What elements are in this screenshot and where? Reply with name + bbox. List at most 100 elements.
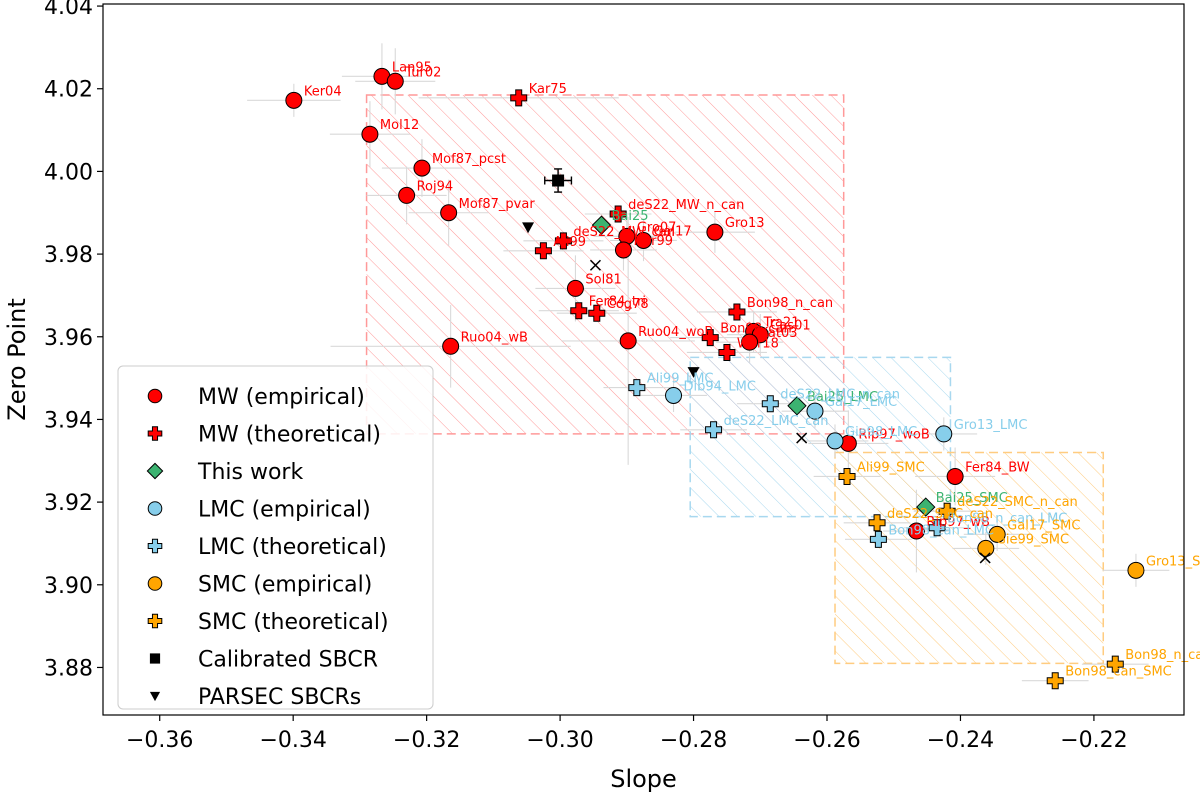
point-label-des22-smc-n-can: deS22_SMC_n_can [957,495,1078,510]
point-mw-theoretical-des22-mw-can [554,232,572,250]
point-label-ali99-smc: Ali99_SMC [857,460,925,475]
point-mw-empirical-fer84-bw [946,467,964,485]
legend-marker-mw-empirical [147,388,163,404]
point-mw-empirical-ker04 [285,91,303,109]
point-label-gie98-lmc: Gie98_LMC [845,425,917,440]
point-label-cas01: Cas01 [770,319,810,334]
point-label-fer84-bw: Fer84_BW [965,460,1030,475]
point-mw-theoretical-kar75 [510,89,528,107]
x-tick-label: −0.32 [393,728,460,753]
point-label-kat03: Kat03 [760,326,798,341]
point-label-mof87-pcst: Mof87_pcst [432,152,506,167]
point-mw-theoretical-bon98-can [701,329,719,347]
point-label-ali99: Ali99 [553,235,586,250]
legend-marker-parsec-sbcrs [149,691,161,702]
point-label-gal17-lmc: Gal17_LMC [825,395,897,410]
point-label-ali99-lmc: Ali99_LMC [647,372,714,387]
point-label-rip97-wb: Rip97_wB [926,515,990,530]
point-mw-empirical-mol12 [361,125,379,143]
legend-marker-this-work [146,462,164,480]
point-label-gro13: Gro13 [725,216,765,231]
point-mw-empirical-sol81 [566,279,584,297]
x-axis-title: Slope [610,765,677,793]
point-label-bon98-n-can-smc: Bon98_n_can_SMC [1125,648,1200,663]
legend-label-calibrated-sbcr: Calibrated SBCR [198,648,378,673]
point-label-bon98-can-lmc: Bon98_can_LMC [888,523,994,538]
point-label-gie99-smc: Gie99_SMC [996,532,1069,547]
point-label-des22-mw-can: deS22_MW_can [573,225,674,240]
point-label-dib94-lmc: Dib94_LMC [684,379,756,394]
legend-label-lmc-theoretical: LMC (theoretical) [198,535,387,560]
point-this-work-bai25-lmc [787,396,807,416]
y-tick-label: 3.98 [44,243,93,268]
point-mw-empirical-roj94 [398,186,416,204]
y-tick-label: 3.96 [44,326,93,351]
legend-marker-lmc-theoretical [147,538,163,554]
point-label-des22-smc-can: deS22_SMC_can [887,507,993,522]
legend-marker-mw-theoretical [147,426,163,441]
point-lmc-theoretical-des22-lmc-n-can [761,395,779,413]
point-lmc-theoretical-bon98-can-lmc [869,530,887,548]
point-label-bon98-can: Bon98_can [720,322,792,337]
point-smc-theoretical-ali99-smc [838,467,856,485]
point-label-nor99: Nor99 [633,234,673,249]
point-lmc-theoretical-ali99-lmc [628,379,646,397]
x-tick-label: −0.24 [927,728,994,753]
point-this-work-bai25 [591,215,612,235]
x-tick-label: −0.26 [793,728,860,753]
point-label-gro07: Gro07 [637,220,677,235]
point-centres-1 [796,432,808,444]
point-lmc-theoretical-bon98-n-can-lmc [928,519,946,537]
legend-box [117,365,434,710]
point-label-ruo04-wb: Ruo04_wB [461,330,528,345]
point-centres-0 [589,259,601,271]
point-label-des22-lmc-can: deS22_LMC_can [724,414,829,429]
legend-label-smc-empirical: SMC (empirical) [198,573,372,598]
point-label-gal17-smc: Gal17_SMC [1007,518,1080,533]
point-label-bon98-can-smc: Bon98_can_SMC [1065,665,1172,680]
point-mw-empirical-ruo04-wb [442,337,460,355]
point-label-bon98-n-can-lmc: Bon98_n_can_LMC [947,512,1067,527]
point-mw-theoretical-cog78 [588,304,606,322]
point-smc-empirical-gro13-smc [1127,561,1145,579]
point-mw-empirical-kat03 [741,333,759,351]
legend-label-smc-theoretical: SMC (theoretical) [198,610,389,635]
point-mw-theoretical-fer84-tri [570,302,588,320]
point-mw-empirical-gro13 [706,223,724,241]
point-label-bon98-n-can: Bon98_n_can [747,296,833,311]
point-label-rip97-wob: Rip97_woB [858,427,929,442]
point-label-bai25-smc: Bai25_SMC [936,491,1008,506]
point-label-sol81: Sol81 [585,272,621,287]
point-label-des22-lmc-n-can: deS22_LMC_n_can [780,388,900,403]
legend-label-parsec-sbcrs: PARSEC SBCRs [198,685,361,710]
y-axis-title: Zero Point [3,298,31,420]
point-mw-empirical-ruo04-wob [619,332,637,350]
point-mw-empirical-gal17 [635,231,652,249]
point-label-mof87-pvar: Mof87_pvar [459,197,536,212]
point-label-gal17: Gal17 [654,224,692,239]
point-smc-empirical-gal17-smc [988,525,1006,543]
point-label-cog78: Cog78 [607,297,649,312]
point-label-lan95: Lan95 [392,60,432,75]
point-centres-1-stroke [796,432,808,444]
point-mw-empirical-tur02 [386,72,404,90]
point-smc-theoretical-bon98-n-can-smc [1106,655,1124,673]
point-mw-theoretical-wor18 [718,343,736,361]
legend-marker-smc-theoretical [147,613,163,629]
point-mw-empirical-rip97-wb [907,522,925,540]
legend-label-mw-empirical: MW (empirical) [198,385,365,410]
point-smc-theoretical-bon98-can-smc [1046,672,1064,690]
legend-label-this-work: This work [197,460,303,485]
legend: MW (empirical) MW (theoretical) This work L… [117,365,434,710]
point-mw-empirical-mof87-pvar [440,204,458,222]
plot-frame [102,3,1185,716]
point-mw-theoretical-bon98-n-can [728,303,746,321]
point-centres-2-stroke [979,552,991,564]
point-mw-empirical-nor99 [614,241,632,259]
y-tick-label: 4.00 [44,160,93,185]
point-label-wor18: Wor18 [737,336,779,351]
y-tick-label: 3.90 [44,574,93,599]
point-mw-empirical-mof87-pcst [413,159,431,177]
point-label-fer84-tri: Fer84_tri [589,295,646,310]
